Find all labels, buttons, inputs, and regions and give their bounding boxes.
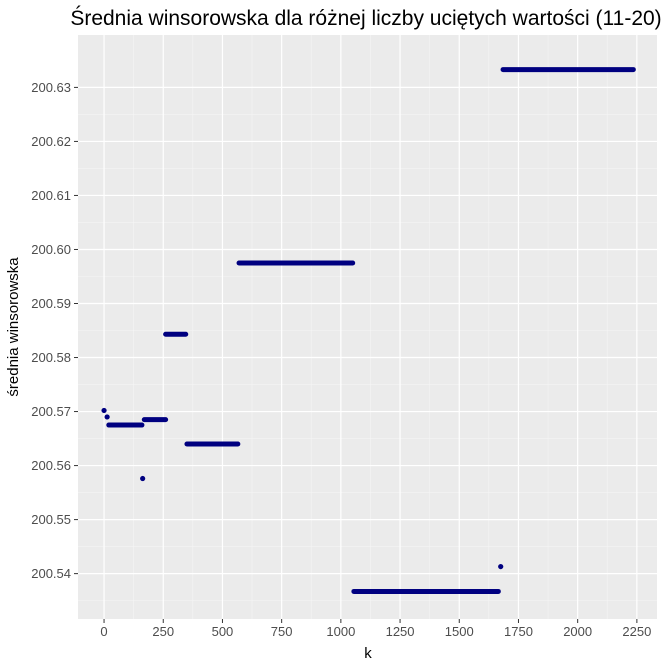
- y-tick-label: 200.55: [31, 512, 71, 527]
- y-tick-label: 200.56: [31, 458, 71, 473]
- x-tick-label: 2250: [622, 624, 651, 639]
- y-tick-label: 200.59: [31, 296, 71, 311]
- x-tick-label: 500: [212, 624, 234, 639]
- x-tick-label: 750: [271, 624, 293, 639]
- chart-title: Średnia winsorowska dla różnej liczby uc…: [70, 6, 661, 30]
- x-tick-label: 1750: [504, 624, 533, 639]
- data-point: [104, 414, 110, 420]
- data-point: [140, 475, 146, 482]
- minor-gridlines: [78, 35, 657, 619]
- data-point: [498, 563, 504, 570]
- data-point: [101, 407, 107, 414]
- x-axis: 0 250 500 750 1000 1250 1500 1750 2000 2250: [100, 619, 651, 639]
- x-tick-label: 1000: [326, 624, 355, 639]
- y-tick-label: 200.63: [31, 80, 71, 95]
- y-tick-label: 200.62: [31, 134, 71, 149]
- y-tick-label: 200.60: [31, 242, 71, 257]
- major-gridlines: [78, 35, 657, 619]
- y-tick-label: 200.58: [31, 350, 71, 365]
- y-axis-title: średnia winsorowska: [5, 257, 22, 397]
- data-points: [101, 67, 636, 594]
- x-axis-title: k: [364, 645, 372, 662]
- x-tick-label: 2000: [563, 624, 592, 639]
- plot-panel: [78, 35, 657, 619]
- x-tick-label: 250: [152, 624, 174, 639]
- x-tick-label: 0: [100, 624, 107, 639]
- y-axis: 200.54 200.55 200.56 200.57 200.58 200.59 200.…: [31, 80, 78, 581]
- y-tick-label: 200.54: [31, 566, 71, 581]
- y-tick-label: 200.57: [31, 404, 71, 419]
- x-tick-label: 1250: [386, 624, 415, 639]
- y-tick-label: 200.61: [31, 188, 71, 203]
- x-tick-label: 1500: [445, 624, 474, 639]
